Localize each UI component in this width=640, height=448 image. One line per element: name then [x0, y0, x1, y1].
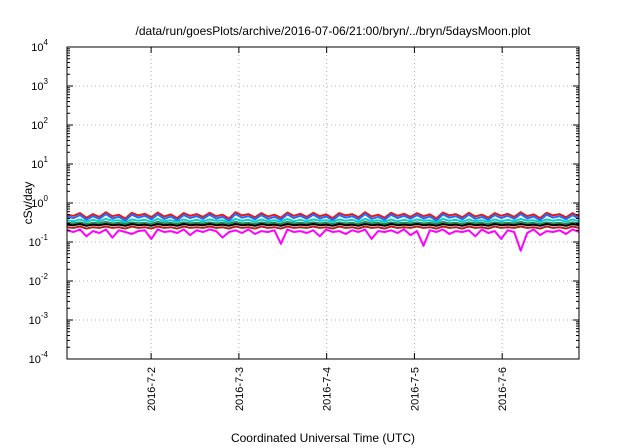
y-axis: 104 103 102 101 100 10-1 10-2 10-3 10-4	[29, 38, 579, 366]
y-tick-label: 10-4	[29, 350, 49, 366]
series-line-6	[66, 225, 580, 230]
y-tick-label: 10-2	[29, 272, 49, 288]
y-tick-label: 102	[31, 116, 48, 132]
series-line-2	[66, 213, 580, 222]
y-tick-label: 10-1	[29, 233, 49, 249]
series-line-3	[66, 217, 580, 224]
y-tick-label: 101	[31, 155, 48, 171]
series-line-4	[66, 220, 580, 225]
series-line-1	[66, 211, 580, 220]
series-layer	[66, 211, 580, 252]
x-tick-label: 2016-7-4	[322, 367, 334, 411]
y-tick-label: 103	[31, 77, 48, 93]
x-tick-label: 2016-7-5	[409, 367, 421, 411]
x-axis-label: Coordinated Universal Time (UTC)	[231, 431, 415, 445]
y-tick-label: 100	[31, 194, 48, 210]
x-tick-label: 2016-7-2	[146, 367, 158, 411]
y-tick-label: 10-3	[29, 311, 49, 327]
y-tick-label: 104	[31, 38, 48, 54]
series-line-5	[66, 223, 580, 227]
y-axis-label: cSv/day	[21, 182, 35, 225]
x-tick-label: 2016-7-3	[234, 367, 246, 411]
chart-title: /data/run/goesPlots/archive/2016-07-06/2…	[136, 24, 532, 38]
series-line-7	[66, 228, 580, 252]
grid	[67, 47, 579, 359]
x-tick-label: 2016-7-6	[497, 367, 509, 411]
x-axis: 2016-7-2 2016-7-3 2016-7-4 2016-7-5 2016-7-6	[146, 47, 509, 411]
